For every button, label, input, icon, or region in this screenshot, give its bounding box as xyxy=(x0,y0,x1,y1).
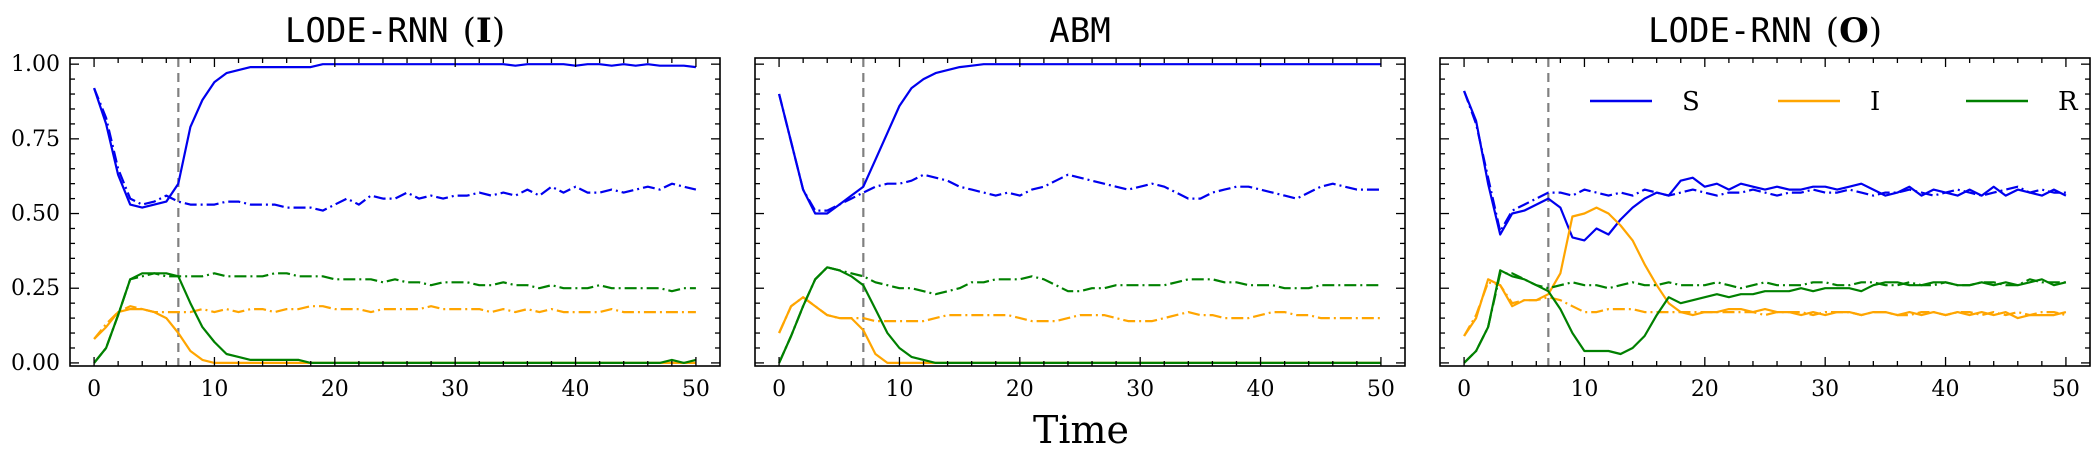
panel-title-close: ) xyxy=(1869,11,1882,51)
legend-label-R: R xyxy=(2058,87,2079,117)
series-I-solid xyxy=(1463,206,2067,337)
legend-label-I: I xyxy=(1870,87,1880,117)
series-I-solid xyxy=(93,308,696,364)
series-R-dashdot xyxy=(1463,272,2066,364)
series-I-dashdot xyxy=(778,296,1381,334)
series-R-solid xyxy=(778,266,1381,364)
panel-title: LODE-RNN (O) xyxy=(1648,11,1882,51)
y-tick-label: 1.00 xyxy=(11,52,60,77)
x-tick-label: 40 xyxy=(1932,377,1960,402)
x-tick-label: 10 xyxy=(200,377,228,402)
x-tick-label: 50 xyxy=(682,377,710,402)
panel-title-name: LODE-RNN xyxy=(285,11,449,51)
series-I-solid xyxy=(778,296,1381,364)
plot-frame xyxy=(1439,57,2091,367)
panel-title-letter: O xyxy=(1839,11,1869,51)
y-tick-label: 0.75 xyxy=(11,127,60,152)
x-tick-label: 30 xyxy=(1811,377,1839,402)
panel-title-name: ABM xyxy=(1049,11,1110,51)
panel-lode-rnn-i: LODE-RNN (I) 0 10 20 30 40 50 0.00 0.25 0.50 0.75 1.… xyxy=(11,11,721,402)
x-tick-label: 0 xyxy=(772,377,786,402)
panel-title-open: ( xyxy=(1826,11,1839,51)
x-tick-label: 10 xyxy=(1570,377,1598,402)
series-I-dashdot xyxy=(93,305,696,340)
x-axis-label: Time xyxy=(1033,408,1129,452)
panel-title-open: ( xyxy=(463,11,476,51)
series-S-dashdot xyxy=(93,87,697,212)
y-tick-label: 0.25 xyxy=(11,276,60,301)
series-R-dashdot xyxy=(778,266,1381,364)
x-tick-label: 0 xyxy=(87,377,101,402)
x-tick-label: 40 xyxy=(1247,377,1275,402)
x-tick-label: 40 xyxy=(562,377,590,402)
x-tick-label: 20 xyxy=(1006,377,1034,402)
panel-title-name: LODE-RNN xyxy=(1648,11,1812,51)
x-tick-label: 0 xyxy=(1457,377,1471,402)
series-S-solid xyxy=(1463,90,2067,242)
legend-label-S: S xyxy=(1682,87,1700,117)
series-R-dashdot xyxy=(93,272,696,364)
series-R-solid xyxy=(93,272,697,364)
series-I-dashdot xyxy=(1463,281,2067,337)
x-tick-label: 50 xyxy=(2052,377,2080,402)
y-tick-label: 0.00 xyxy=(11,351,60,376)
x-tick-label: 20 xyxy=(1691,377,1719,402)
plot-frame xyxy=(69,57,721,367)
panel-lode-rnn-o: LODE-RNN (O) 0 10 20 30 40 50 S I R xyxy=(1439,11,2091,402)
series-S-solid xyxy=(93,63,697,209)
series-S-dashdot xyxy=(778,93,1381,212)
x-tick-label: 10 xyxy=(885,377,913,402)
x-tick-label: 20 xyxy=(321,377,349,402)
panel-title: LODE-RNN (I) xyxy=(285,11,505,51)
x-tick-label: 30 xyxy=(441,377,469,402)
panel-title-close: ) xyxy=(492,11,505,51)
x-tick-label: 30 xyxy=(1126,377,1154,402)
series-S-solid xyxy=(778,63,1381,215)
x-tick-label: 50 xyxy=(1367,377,1395,402)
panel-title: ABM xyxy=(1049,11,1110,51)
plot-frame xyxy=(754,57,1406,367)
y-tick-label: 0.50 xyxy=(11,202,60,227)
series-S-dashdot xyxy=(1463,90,2066,233)
panel-title-letter: I xyxy=(476,11,492,51)
panel-abm: ABM 0 10 20 30 40 50 xyxy=(754,11,1406,402)
